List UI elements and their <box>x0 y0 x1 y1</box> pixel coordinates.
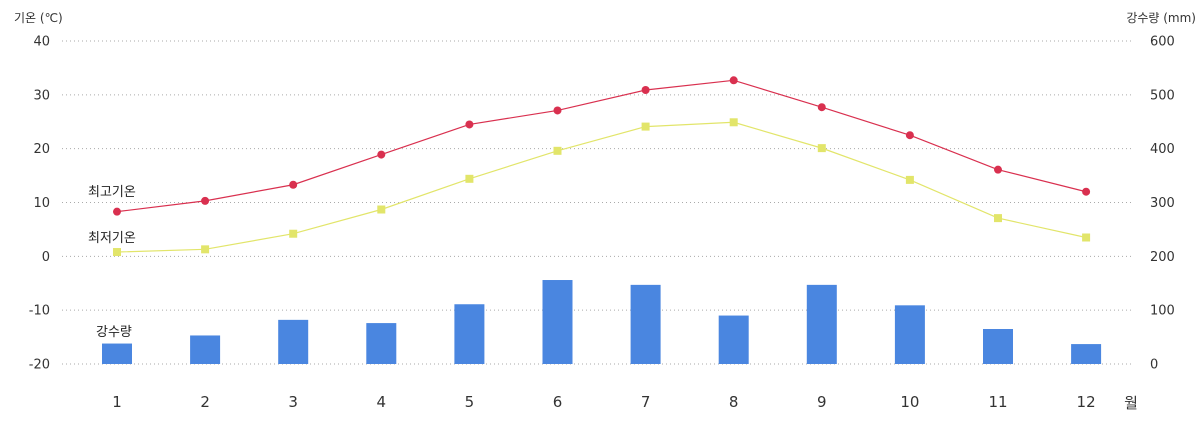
min-temp-point <box>465 174 474 183</box>
precipitation-bar <box>894 305 925 364</box>
max-temp-point <box>817 103 826 112</box>
left-axis-tick-label: 10 <box>33 196 50 211</box>
month-tick-label: 5 <box>465 393 475 411</box>
month-tick-label: 4 <box>377 393 387 411</box>
left-axis-tick-label: 20 <box>33 142 50 157</box>
precipitation-bar <box>630 284 661 364</box>
max-temp-point <box>553 106 562 115</box>
precipitation-bar <box>454 304 485 364</box>
precipitation-bar <box>1071 344 1102 364</box>
left-axis-tick-label: 30 <box>33 88 50 103</box>
max-temp-point <box>465 120 474 129</box>
min-temp-point <box>1082 233 1091 242</box>
min-temp-point <box>905 175 914 184</box>
month-tick-label: 10 <box>900 393 919 411</box>
temperature-lines <box>113 76 1091 257</box>
max-temp-point <box>905 131 914 140</box>
max-temp-point <box>1082 187 1091 196</box>
series-label-max-temp: 최고기온 <box>88 185 136 200</box>
right-axis-tick-label: 500 <box>1150 88 1175 103</box>
month-tick-label: 3 <box>288 393 298 411</box>
max-temp-point <box>113 207 121 216</box>
precipitation-bar <box>278 319 309 364</box>
precipitation-bar <box>190 335 221 364</box>
min-temp-point <box>113 248 121 257</box>
right-axis-title: 강수량 (mm) <box>1126 11 1196 25</box>
precipitation-bar <box>983 329 1013 364</box>
month-tick-label: 2 <box>200 393 210 411</box>
left-axis-tick-label: 40 <box>33 35 50 50</box>
right-axis-tick-label: 100 <box>1150 304 1175 319</box>
precipitation-bar <box>806 284 837 364</box>
min-temp-line <box>116 121 1087 253</box>
right-axis-tick-label: 200 <box>1150 250 1175 265</box>
min-temp-point <box>817 144 826 153</box>
min-temp-point <box>201 245 210 254</box>
month-tick-label: 7 <box>641 393 651 411</box>
month-tick-label: 6 <box>553 393 563 411</box>
x-unit-label: 월 <box>1124 394 1138 412</box>
min-temp-point <box>729 118 738 127</box>
precipitation-bar <box>542 280 573 364</box>
month-tick-label: 1 <box>112 393 122 411</box>
left-axis-tick-label: -20 <box>29 358 50 373</box>
right-axis-tick-label: 300 <box>1150 196 1175 211</box>
right-axis-tick-label: 600 <box>1150 35 1175 50</box>
month-tick-label: 11 <box>988 393 1007 411</box>
left-axis-tick-label: -10 <box>29 304 50 319</box>
month-tick-label: 12 <box>1077 393 1096 411</box>
series-label-precipitation: 강수량 <box>96 325 132 340</box>
precipitation-bars <box>102 280 1102 364</box>
max-temp-line <box>116 79 1087 213</box>
precipitation-bar <box>366 323 397 364</box>
max-temp-point <box>289 180 298 189</box>
precipitation-bar <box>102 343 132 364</box>
min-temp-point <box>994 214 1002 223</box>
month-tick-label: 9 <box>817 393 827 411</box>
precipitation-bar <box>718 315 749 364</box>
month-tick-label: 8 <box>729 393 739 411</box>
max-temp-point <box>994 165 1002 174</box>
max-temp-point <box>641 85 650 94</box>
max-temp-point <box>729 76 738 85</box>
min-temp-point <box>289 229 298 238</box>
left-axis-tick-label: 0 <box>42 250 50 265</box>
series-label-min-temp: 최저기온 <box>88 231 136 246</box>
max-temp-point <box>377 150 386 159</box>
min-temp-point <box>377 205 386 214</box>
right-axis-tick-label: 0 <box>1150 358 1158 373</box>
left-axis-title: 기온 (℃) <box>14 11 63 25</box>
min-temp-point <box>553 146 562 155</box>
grid-lines <box>62 40 1134 365</box>
max-temp-point <box>201 196 210 205</box>
min-temp-point <box>641 122 650 131</box>
right-axis-tick-label: 400 <box>1150 142 1175 157</box>
